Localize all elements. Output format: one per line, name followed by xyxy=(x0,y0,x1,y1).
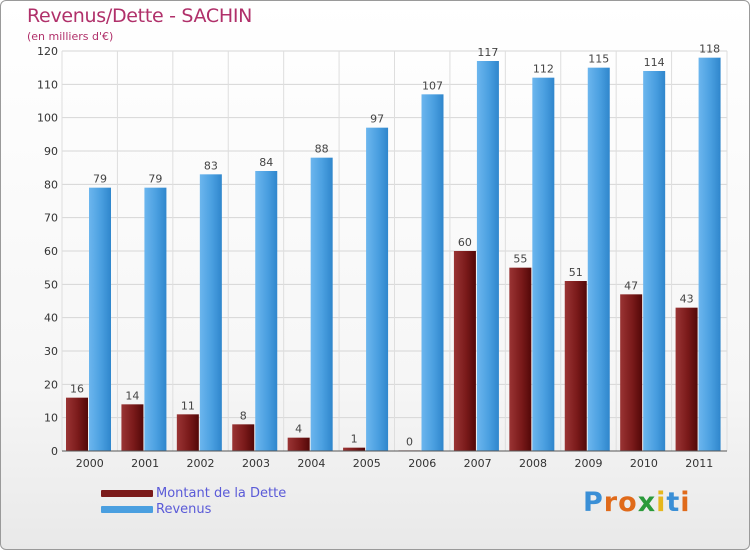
bar-revenus xyxy=(366,127,389,452)
x-tick-label: 2011 xyxy=(685,457,713,470)
bar-dette xyxy=(66,397,88,451)
x-tick-label: 2003 xyxy=(242,457,270,470)
bar-revenus xyxy=(255,171,278,451)
bar-revenus xyxy=(587,67,610,452)
x-tick-label: 2010 xyxy=(630,457,658,470)
chart-title: Revenus/Dette - SACHIN xyxy=(27,5,253,27)
chart-subtitle: (en milliers d'€) xyxy=(27,30,114,43)
bar-dette xyxy=(232,424,255,451)
data-label-dette: 0 xyxy=(406,435,413,448)
legend-swatch-revenus xyxy=(101,506,153,513)
bar-revenus xyxy=(144,187,167,451)
bar-dette xyxy=(509,267,532,451)
y-tick-label: 100 xyxy=(37,112,58,125)
data-label-dette: 16 xyxy=(70,383,84,396)
y-tick-label: 70 xyxy=(44,212,58,225)
data-label-revenus: 79 xyxy=(93,173,107,186)
y-tick-label: 40 xyxy=(44,312,58,325)
data-label-revenus: 117 xyxy=(477,46,498,59)
data-label-dette: 43 xyxy=(680,293,694,306)
data-label-dette: 51 xyxy=(569,266,583,279)
bar-revenus xyxy=(310,157,333,451)
y-tick-label: 0 xyxy=(51,445,58,458)
data-label-dette: 55 xyxy=(513,253,527,266)
bar-revenus xyxy=(643,71,666,451)
bar-dette xyxy=(453,251,476,451)
y-tick-label: 110 xyxy=(37,78,58,91)
y-tick-label: 50 xyxy=(44,278,58,291)
y-tick-label: 80 xyxy=(44,178,58,191)
bar-dette xyxy=(287,437,310,451)
logo-letter: i xyxy=(656,487,667,518)
x-tick-label: 2008 xyxy=(519,457,547,470)
bar-dette xyxy=(564,281,587,451)
data-label-revenus: 114 xyxy=(644,56,665,69)
legend-swatch-dette xyxy=(101,490,153,497)
logo-letter: o xyxy=(618,487,638,518)
bar-dette xyxy=(121,404,144,451)
legend-label-dette: Montant de la Dette xyxy=(156,486,287,501)
bar-revenus xyxy=(532,77,555,452)
x-tick-label: 2006 xyxy=(408,457,436,470)
bar-revenus xyxy=(476,61,499,451)
data-label-revenus: 107 xyxy=(422,79,443,92)
y-tick-label: 20 xyxy=(44,378,58,391)
bar-revenus xyxy=(421,94,444,451)
data-label-dette: 47 xyxy=(624,279,638,292)
bar-dette xyxy=(176,414,199,451)
bar-dette xyxy=(343,447,366,451)
logo-letter: i xyxy=(680,487,691,518)
x-tick-label: 2004 xyxy=(297,457,325,470)
data-label-dette: 1 xyxy=(351,433,358,446)
data-label-dette: 11 xyxy=(181,399,195,412)
bar-revenus xyxy=(89,187,111,451)
x-tick-label: 2009 xyxy=(574,457,602,470)
bar-dette xyxy=(620,294,643,451)
data-label-revenus: 118 xyxy=(699,43,720,56)
data-label-dette: 8 xyxy=(240,409,247,422)
data-label-revenus: 112 xyxy=(533,63,554,76)
data-label-revenus: 88 xyxy=(315,143,329,156)
y-tick-label: 10 xyxy=(44,412,58,425)
data-label-dette: 4 xyxy=(295,423,302,436)
x-tick-label: 2001 xyxy=(131,457,159,470)
x-tick-label: 2000 xyxy=(76,457,104,470)
logo-letter: x xyxy=(637,487,657,518)
x-tick-label: 2005 xyxy=(353,457,381,470)
legend-label-revenus: Revenus xyxy=(156,502,212,517)
data-label-revenus: 84 xyxy=(259,156,273,169)
y-tick-label: 60 xyxy=(44,245,58,258)
data-label-dette: 60 xyxy=(458,236,472,249)
y-tick-label: 120 xyxy=(37,45,58,58)
y-tick-label: 30 xyxy=(44,345,58,358)
data-label-revenus: 97 xyxy=(370,113,384,126)
data-label-revenus: 83 xyxy=(204,159,218,172)
y-tick-label: 90 xyxy=(44,145,58,158)
logo-letter: r xyxy=(603,487,619,518)
x-tick-label: 2007 xyxy=(464,457,492,470)
bar-revenus xyxy=(698,57,721,452)
x-tick-label: 2002 xyxy=(187,457,215,470)
proxiti-logo: Proxiti xyxy=(583,487,691,518)
bar-revenus xyxy=(199,174,222,452)
data-label-revenus: 79 xyxy=(148,173,162,186)
bar-dette xyxy=(675,307,698,451)
logo-letter: t xyxy=(666,487,681,518)
data-label-revenus: 115 xyxy=(588,53,609,66)
data-label-dette: 14 xyxy=(125,389,139,402)
logo-letter: P xyxy=(583,487,604,518)
